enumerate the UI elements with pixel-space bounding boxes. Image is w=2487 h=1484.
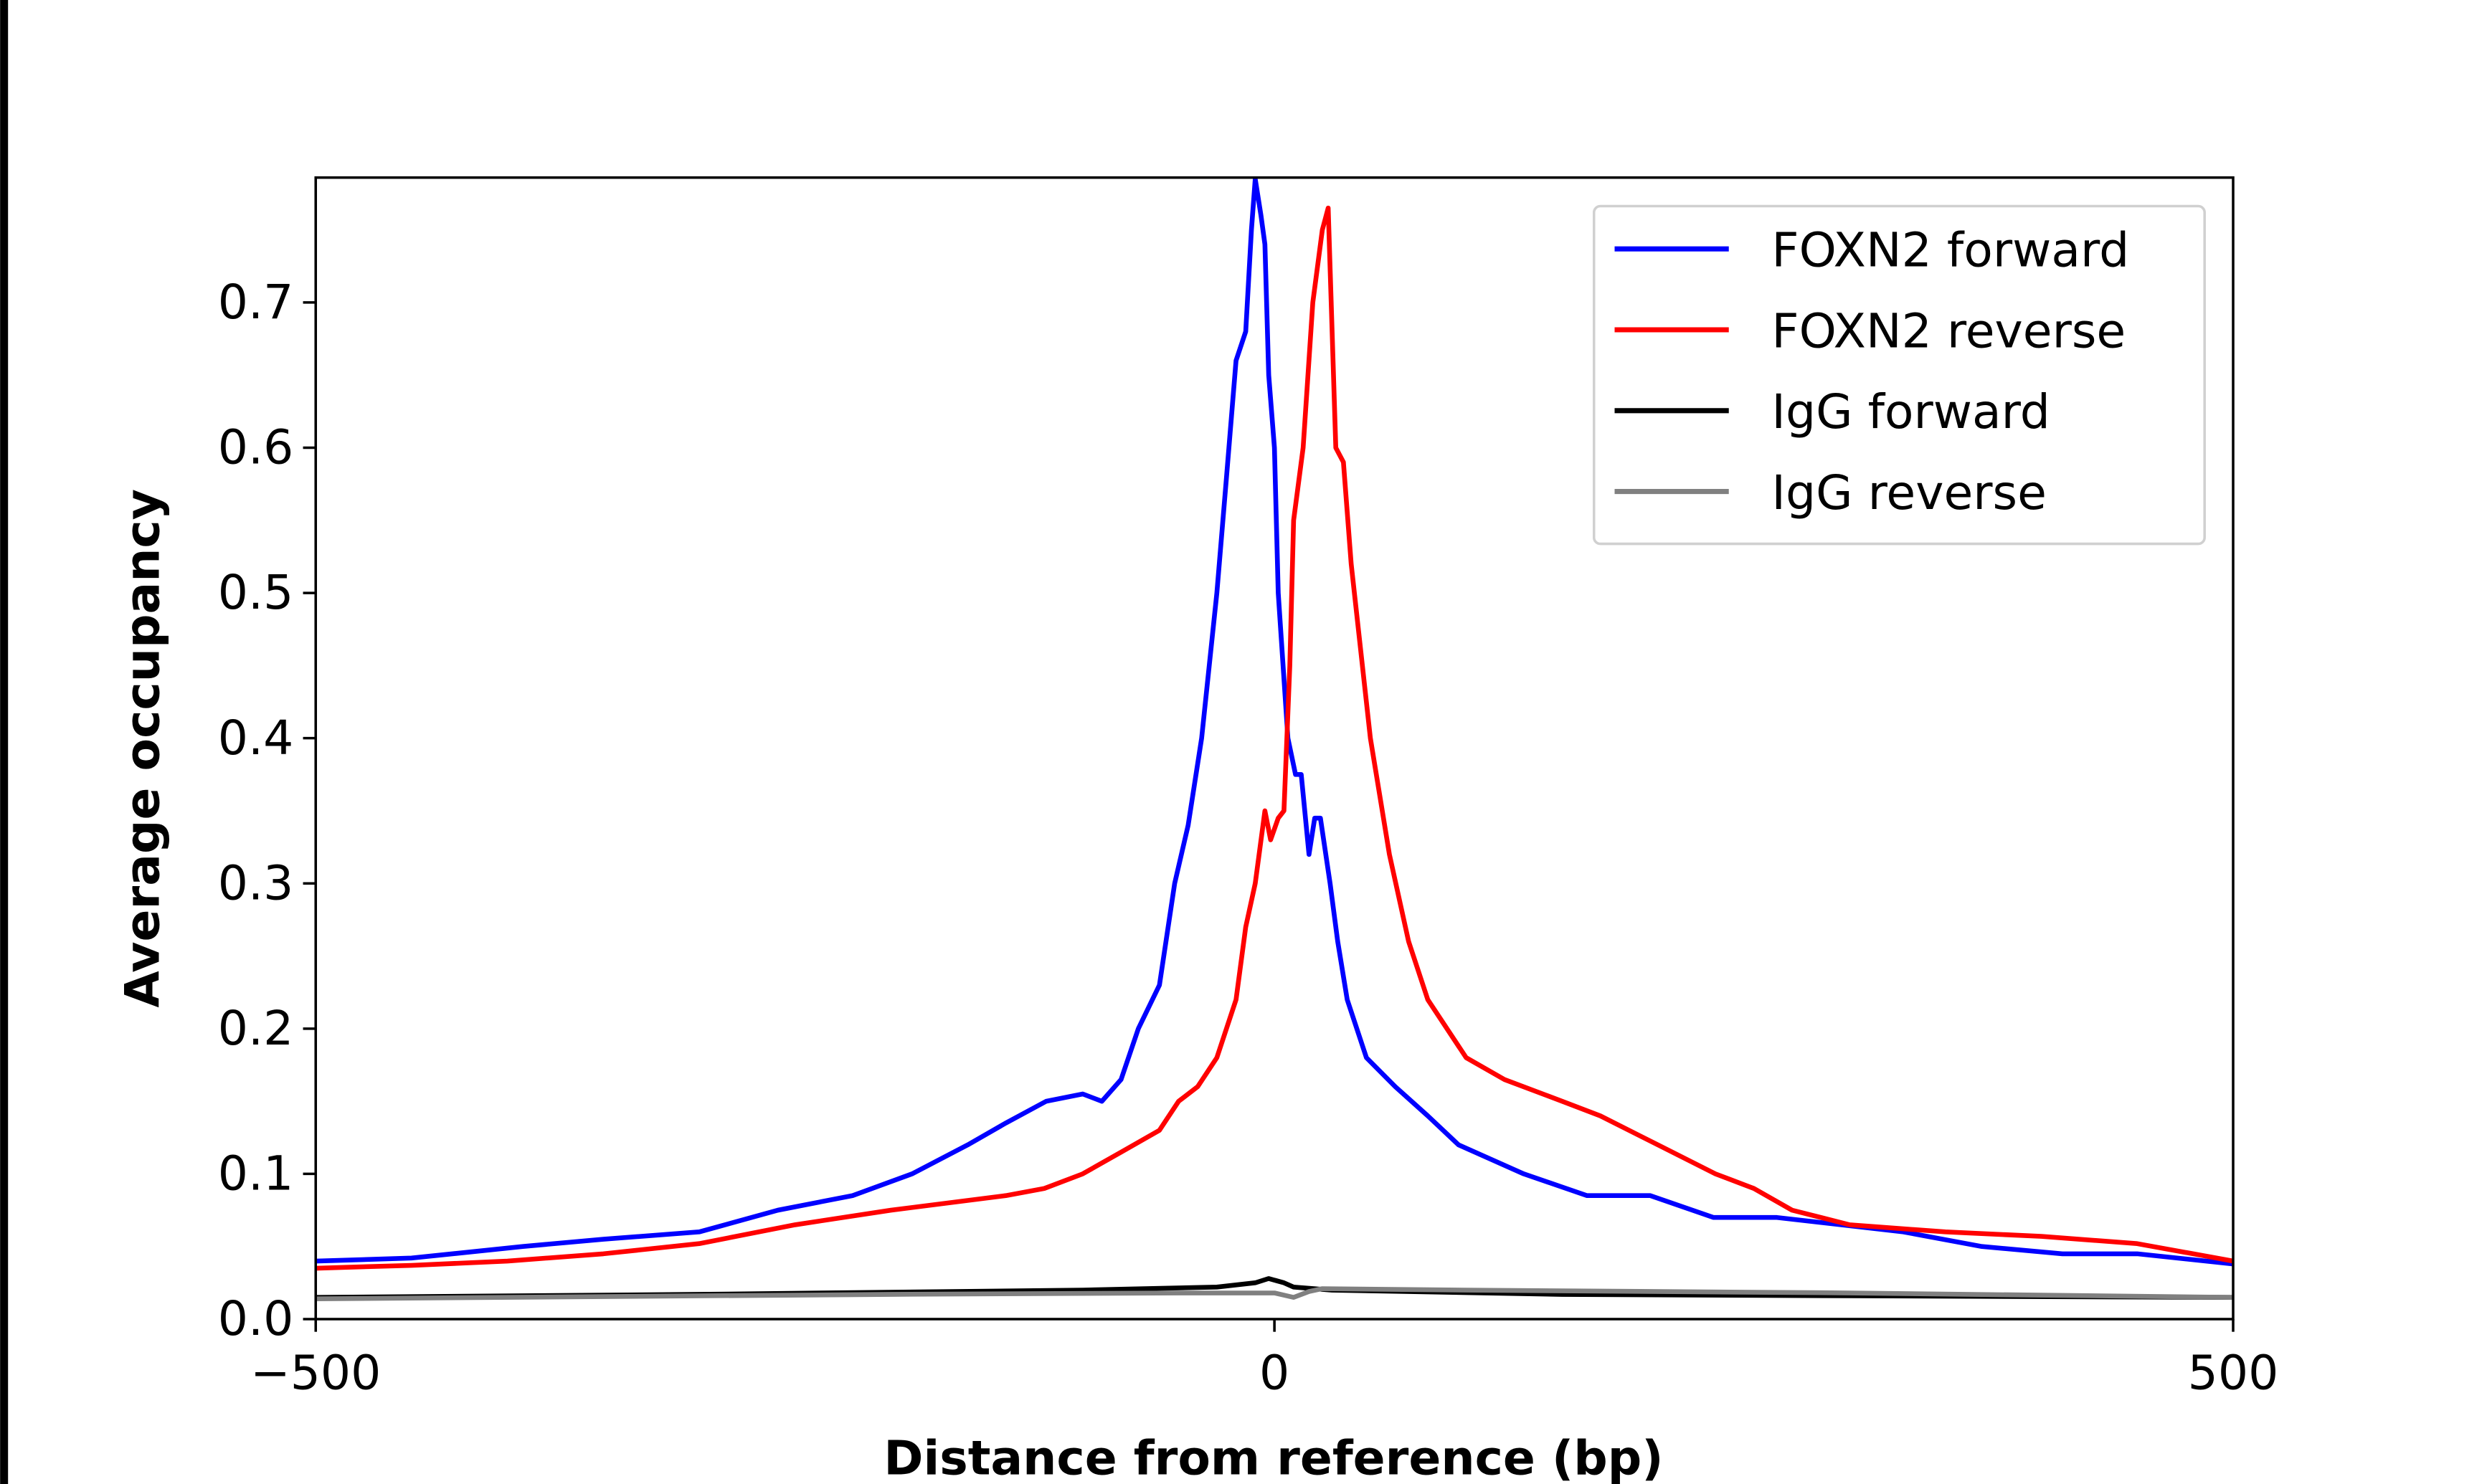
series-line-igg-forward: [316, 1276, 2234, 1300]
left-border: [0, 0, 9, 1484]
y-axis: 0.0 0.1 0.2 0.3 0.4 0.5 0.6 0.7: [218, 274, 316, 1346]
x-tick-label: −500: [250, 1344, 381, 1400]
legend-box: [1592, 204, 2206, 546]
series-lines: [316, 176, 2234, 1302]
y-tick-label: 0.2: [218, 1000, 293, 1056]
y-axis-label: Average occupancy: [114, 489, 170, 1008]
y-tick-label: 0.7: [218, 274, 293, 330]
x-axis-label: Distance from reference (bp): [884, 1430, 1663, 1484]
x-tick-label: 500: [2188, 1344, 2279, 1400]
y-tick-label: 0.0: [218, 1290, 293, 1346]
x-axis: −500 0 500: [250, 1319, 2278, 1400]
y-tick-label: 0.3: [218, 855, 293, 910]
y-tick-label: 0.1: [218, 1146, 293, 1202]
legend: FOXN2 forward FOXN2 reverse IgG forward IgG…: [1592, 204, 2206, 546]
series-line-foxn2-reverse: [316, 205, 2234, 1271]
series-line-igg-reverse: [316, 1286, 2234, 1302]
legend-label: IgG forward: [1771, 384, 2050, 439]
y-tick-label: 0.5: [218, 564, 293, 620]
legend-label: IgG reverse: [1771, 465, 2046, 520]
y-tick-label: 0.4: [218, 710, 293, 766]
series-line-foxn2-forward: [316, 176, 2234, 1267]
x-tick-label: 0: [1259, 1344, 1289, 1400]
legend-label: FOXN2 forward: [1771, 222, 2129, 278]
y-tick-label: 0.6: [218, 419, 293, 475]
legend-label: FOXN2 reverse: [1771, 303, 2126, 358]
